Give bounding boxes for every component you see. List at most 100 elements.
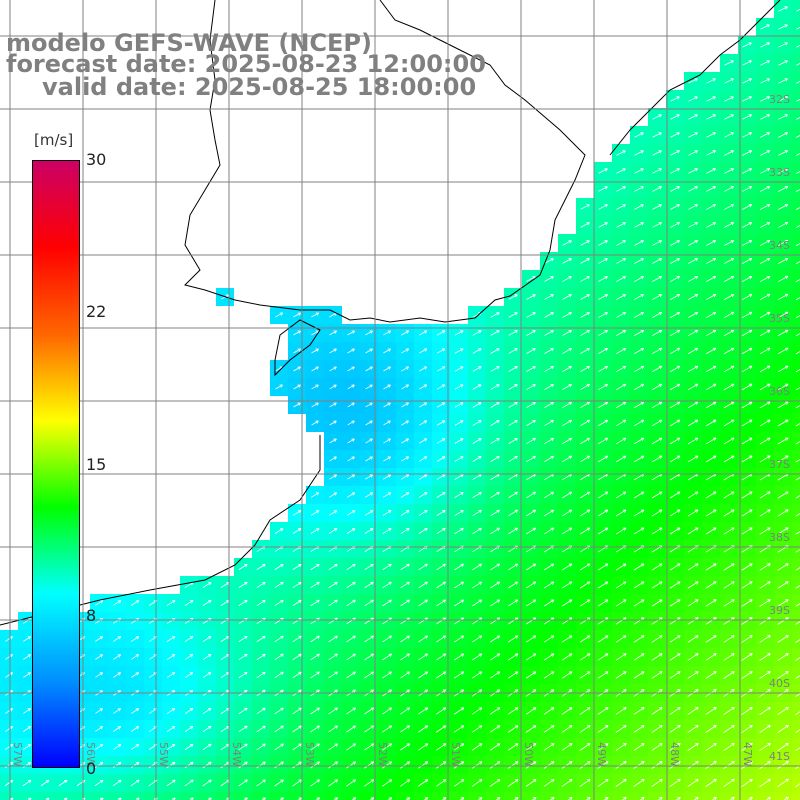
wind-arrow xyxy=(597,581,609,589)
wind-arrow xyxy=(328,725,338,733)
wind-arrow-head xyxy=(732,365,735,369)
wind-arrow-head xyxy=(714,437,717,441)
wind-arrow-head xyxy=(660,653,663,657)
wind-arrow-head xyxy=(659,330,663,334)
wind-arrow-head xyxy=(696,419,699,423)
wind-arrow xyxy=(795,225,800,228)
wind-cell xyxy=(792,378,800,396)
wind-arrow-head xyxy=(480,635,483,639)
wind-arrow xyxy=(347,456,355,462)
wind-arrow xyxy=(489,779,501,787)
wind-arrow xyxy=(687,473,699,481)
wind-arrow xyxy=(513,797,519,800)
wind-arrow-head xyxy=(695,276,699,280)
wind-arrow-head xyxy=(624,599,627,603)
wind-arrow xyxy=(490,420,500,426)
wind-arrow xyxy=(777,581,789,589)
wind-arrow xyxy=(328,671,338,679)
wind-arrow xyxy=(490,438,500,444)
wind-arrow xyxy=(95,672,103,678)
wind-arrow-head xyxy=(641,437,645,441)
wind-arrow xyxy=(561,707,573,715)
wind-arrow-head xyxy=(425,599,428,603)
wind-arrow-head xyxy=(767,132,770,136)
wind-arrow xyxy=(508,509,518,517)
wind-arrow-head xyxy=(407,635,410,639)
wind-arrow-head xyxy=(335,510,338,514)
wind-arrow xyxy=(795,297,800,301)
wind-arrow-head xyxy=(137,744,140,748)
wind-arrow xyxy=(489,653,501,661)
wind-arrow xyxy=(112,744,122,750)
wind-arrow xyxy=(669,599,681,607)
wind-arrow xyxy=(562,473,572,481)
wind-cell xyxy=(540,792,558,800)
wind-arrow xyxy=(562,330,572,336)
wind-arrow xyxy=(184,618,194,624)
wind-arrow-head xyxy=(786,330,789,333)
wind-arrow xyxy=(777,491,789,499)
wind-arrow xyxy=(383,474,391,480)
wind-arrow xyxy=(243,797,248,800)
wind-arrow-head xyxy=(11,762,14,766)
wind-arrow xyxy=(723,509,735,517)
wind-arrow-head xyxy=(480,653,483,657)
wind-arrow-head xyxy=(623,222,626,226)
wind-arrow-head xyxy=(263,797,266,800)
wind-arrow xyxy=(261,797,266,800)
wind-arrow xyxy=(508,402,518,408)
wind-arrow-head xyxy=(281,779,284,783)
wind-arrow xyxy=(328,581,338,589)
wind-arrow xyxy=(687,599,699,607)
wind-arrow xyxy=(741,742,753,752)
wind-arrow-head xyxy=(408,779,411,783)
wind-arrow xyxy=(759,401,771,409)
wind-arrow-head xyxy=(191,654,194,658)
wind-arrow-head xyxy=(444,743,447,747)
wind-arrow xyxy=(472,348,482,354)
wind-arrow-head xyxy=(695,312,699,316)
wind-arrow-head xyxy=(372,779,375,783)
wind-arrow-head xyxy=(534,599,537,603)
wind-arrow xyxy=(311,402,319,408)
wind-arrow-head xyxy=(407,510,410,514)
wind-arrow-head xyxy=(606,527,609,531)
wind-arrow-head xyxy=(570,743,573,747)
wind-arrow-head xyxy=(570,761,573,765)
wind-arrow xyxy=(705,599,717,607)
wind-arrow-head xyxy=(641,455,645,459)
wind-arrow xyxy=(311,312,319,318)
wind-arrow xyxy=(669,401,681,409)
wind-arrow xyxy=(597,743,609,751)
wind-arrow xyxy=(399,743,411,751)
wind-arrow xyxy=(207,797,212,800)
wind-arrow xyxy=(130,600,140,606)
wind-arrow-head xyxy=(498,761,501,765)
wind-arrow xyxy=(184,761,194,769)
wind-arrow xyxy=(706,276,716,282)
wind-arrow-head xyxy=(173,636,176,640)
wind-arrow xyxy=(723,635,735,643)
wind-arrow xyxy=(759,724,771,734)
wind-arrow-head xyxy=(624,689,627,693)
wind-arrow xyxy=(795,765,800,770)
wind-arrow xyxy=(634,132,644,138)
wind-arrow xyxy=(688,78,698,84)
wind-arrow-head xyxy=(352,330,355,334)
wind-arrow-head xyxy=(552,743,555,747)
wind-arrow xyxy=(346,761,356,769)
wind-arrow xyxy=(580,294,590,300)
wind-arrow xyxy=(670,312,680,318)
wind-arrow-head xyxy=(749,78,752,82)
wind-arrow-head xyxy=(101,600,104,604)
wind-arrow xyxy=(383,366,391,372)
wind-arrow-head xyxy=(299,743,302,747)
wind-arrow-head xyxy=(749,258,753,262)
wind-arrow-head xyxy=(587,312,590,316)
wind-arrow xyxy=(453,743,465,751)
wind-arrow xyxy=(382,671,392,679)
wind-arrow xyxy=(543,779,555,787)
wind-arrow-head xyxy=(388,348,391,352)
wind-arrow xyxy=(688,150,698,156)
latitude-label: 36S xyxy=(769,385,790,398)
